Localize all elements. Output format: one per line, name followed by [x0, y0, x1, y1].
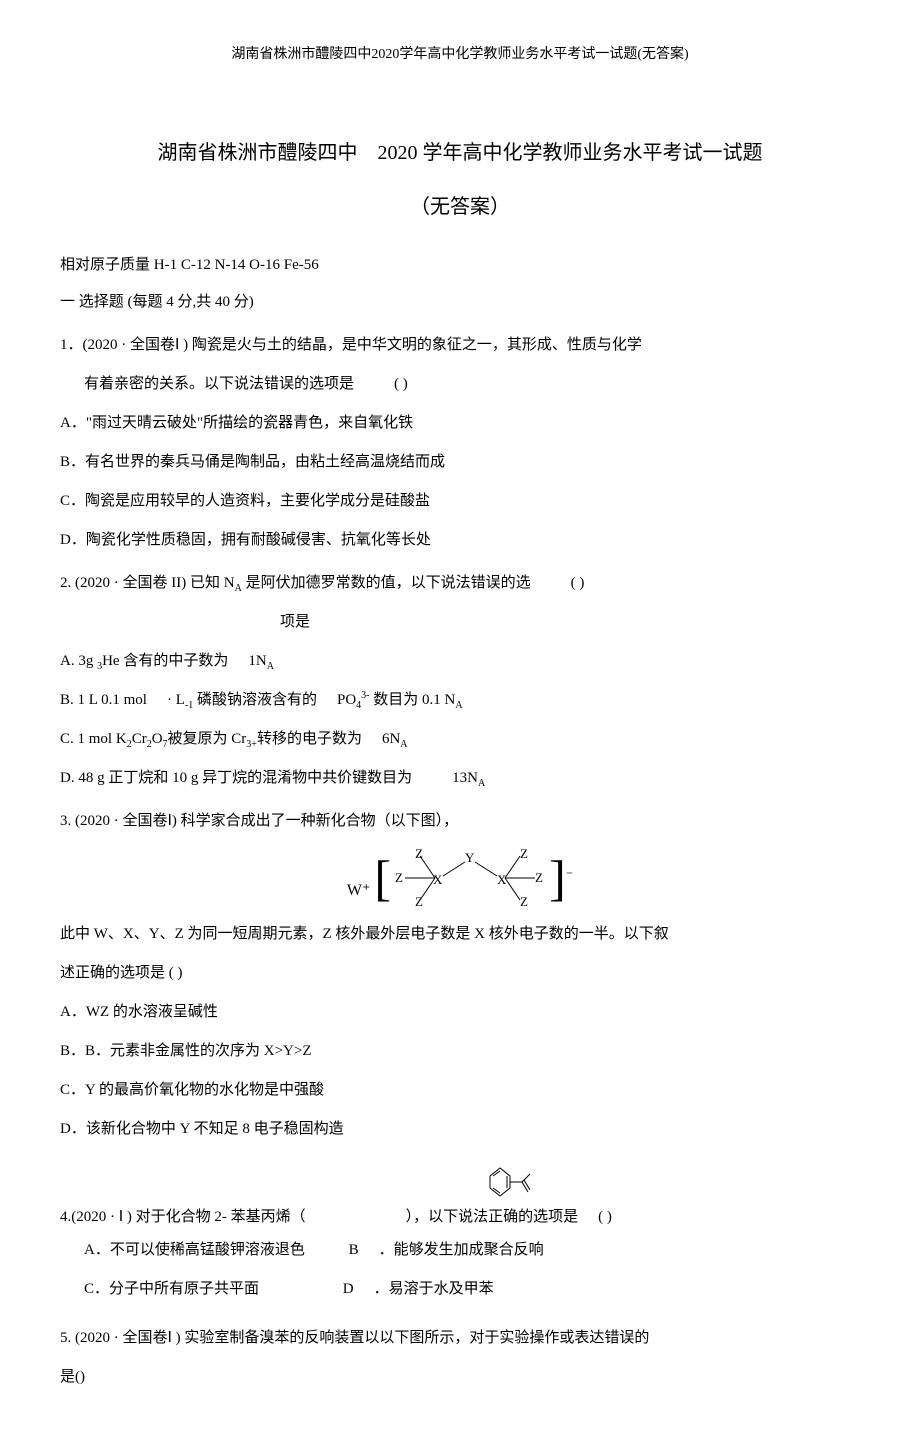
q2-na-sub: A — [235, 583, 242, 594]
q4-options-row1: A．不可以使稀高锰酸钾溶液退色 B ．能够发生加成聚合反响 — [60, 1234, 860, 1273]
q1-stem-text-b: 有着亲密的关系。以下说法错误的选项是 — [84, 376, 354, 392]
q1-option-d: D．陶瓷化学性质稳固，拥有耐酸碱侵害、抗氧化等长处 — [60, 524, 860, 557]
q2c-cr: Cr — [132, 731, 147, 747]
question-1: 1．(2020 · 全国卷Ⅰ ) 陶瓷是火与土的结晶，是中华文明的象征之一，其形… — [60, 329, 860, 557]
q2b-neg1: -1 — [185, 700, 193, 711]
q5-line1: 5. (2020 · 全国卷Ⅰ ) 实验室制备溴苯的反响装置以以下图所示，对于实… — [60, 1322, 860, 1355]
q2-mid: · 全国卷 II) 已知 — [114, 575, 220, 591]
q1-paren: ( ) — [394, 376, 408, 392]
q2c-mid: 被复原为 — [168, 731, 228, 747]
q2b-po: PO — [337, 692, 356, 708]
q2b-po-sup: 3- — [361, 690, 369, 701]
q4-option-d: D ．易溶于水及甲苯 — [343, 1273, 494, 1306]
q3-option-a: A．WZ 的水溶液呈碱性 — [60, 996, 860, 1029]
q2a-val: 1N — [248, 653, 266, 669]
question-3: 3. (2020 · 全国卷Ⅰ) 科学家合成出了一种新化合物（以下图）， W⁺ … — [60, 805, 860, 1146]
q2d-pre: D. 48 g 正丁烷和 10 g 异丁烷的混淆物中共价键数目为 — [60, 770, 412, 786]
q2a-valsub: A — [267, 661, 274, 672]
q1-option-c: C．陶瓷是应用较早的人造资料，主要化学成分是硅酸盐 — [60, 485, 860, 518]
question-2: 2. (2020 · 全国卷 II) 已知 NA 是阿伏加德罗常数的值，以下说法… — [60, 567, 860, 795]
svg-text:Y: Y — [465, 850, 475, 865]
q3-option-c: C．Y 的最高价氧化物的水化物是中强酸 — [60, 1074, 860, 1107]
q3-diag-w: W⁺ — [347, 882, 371, 899]
q1-stem-a: 1．(2020 · 全国卷Ⅰ ) 陶瓷是火与土的结晶，是中华文明的象征之一，其形… — [60, 329, 860, 362]
q2b-valsub: A — [455, 700, 462, 711]
q2-option-d: D. 48 g 正丁烷和 10 g 异丁烷的混淆物中共价键数目为 13NA — [60, 762, 860, 795]
left-bracket-icon: [ — [374, 853, 391, 903]
right-bracket-icon: ] — [549, 853, 566, 903]
q2-option-a: A. 3g 3He 含有的中子数为1NA — [60, 645, 860, 678]
section-1-header: 一 选择题 (每题 4 分,共 40 分) — [60, 286, 860, 319]
q4-paren: ( ) — [598, 1201, 612, 1234]
q3-bracket-charge: ⁻ — [566, 862, 573, 893]
q4d-label: D — [343, 1281, 354, 1297]
q2b-after: 数目为 — [370, 692, 419, 708]
svg-text:Z: Z — [395, 870, 403, 885]
q2-stem: 2. (2020 · 全国卷 II) 已知 NA 是阿伏加德罗常数的值，以下说法… — [60, 567, 860, 600]
svg-text:Z: Z — [415, 848, 423, 861]
question-5: 5. (2020 · 全国卷Ⅰ ) 实验室制备溴苯的反响装置以以下图所示，对于实… — [60, 1322, 860, 1394]
q2a-he: He 含有的中子数为 — [102, 653, 228, 669]
question-4: 4.(2020 · Ⅰ ) 对于化合物 2- 苯基丙烯（ ），以下说法正确的选项… — [60, 1201, 860, 1312]
q2b-dot: · L — [167, 692, 185, 708]
q4-option-c: C．分子中所有原子共平面 — [84, 1273, 259, 1306]
q2-num: 2. (2020 — [60, 575, 110, 591]
q2c-pre: C. 1 mol K — [60, 731, 127, 747]
q2c-o: O — [152, 731, 163, 747]
page-header-note: 湖南省株洲市醴陵四中2020学年高中化学教师业务水平考试一试题(无答案) — [60, 40, 860, 71]
q2a-pre: A. 3g — [60, 653, 97, 669]
q3-after2: 述正确的选项是 ( ) — [60, 957, 860, 990]
q4-stem: 4.(2020 · Ⅰ ) 对于化合物 2- 苯基丙烯（ ），以下说法正确的选项… — [60, 1201, 860, 1234]
title-part2: 2020 学年高中化学教师业务水平考试一试题 — [378, 142, 763, 164]
q2c-cr3: Cr — [231, 731, 246, 747]
q2-na-n: N — [224, 575, 235, 591]
q2d-val: 13N — [452, 770, 478, 786]
q4d-text: ．易溶于水及甲苯 — [374, 1281, 494, 1297]
q4b-text: ．能够发生加成聚合反响 — [379, 1242, 544, 1258]
q4-pre: 4.(2020 · Ⅰ ) 对于化合物 2- 苯基丙烯（ — [60, 1201, 306, 1234]
q1-num: 1． — [60, 337, 83, 353]
q2b-mid: 磷酸钠溶液含有的 — [193, 692, 317, 708]
q2c-val: 6N — [382, 731, 400, 747]
q2-option-b: B. 1 L 0.1 mol · L-1 磷酸钠溶液含有的 PO43- 数目为 0.… — [60, 684, 860, 717]
q2-paren: ( ) — [571, 575, 585, 591]
q1-option-a: A．"雨过天晴云破处"所描绘的瓷器青色，来自氧化铁 — [60, 407, 860, 440]
q2-option-c: C. 1 mol K2Cr2O7被复原为 Cr3+转移的电子数为6NA — [60, 723, 860, 756]
svg-text:Z: Z — [520, 848, 528, 861]
q2b-val: 0.1 N — [422, 692, 455, 708]
q5-line2: 是() — [60, 1361, 860, 1394]
q2-stem-line2: 项是 — [60, 606, 860, 639]
q2b-pre: B. 1 L 0.1 mol — [60, 692, 147, 708]
q3-structure-diagram: W⁺ [ Z Z Z X — [60, 848, 860, 908]
q2c-3plus: 3+ — [246, 739, 257, 750]
q2d-valsub: A — [478, 778, 485, 789]
q2b-po-sub: 4 — [356, 700, 361, 711]
q1-stem-text-a: (2020 · 全国卷Ⅰ ) 陶瓷是火与土的结晶，是中华文明的象征之一，其形成、… — [83, 337, 642, 353]
q4-options-row2: C．分子中所有原子共平面 D ．易溶于水及甲苯 — [60, 1273, 860, 1312]
q2-na: NA — [224, 575, 242, 591]
q1-option-b: B．有名世界的秦兵马俑是陶制品，由粘土经高温烧结而成 — [60, 446, 860, 479]
q3-option-b: B．B．元素非金属性的次序为 X>Y>Z — [60, 1035, 860, 1068]
q4-post: ），以下说法正确的选项是 — [406, 1201, 579, 1234]
atomic-mass-line: 相对原子质量 H-1 C-12 N-14 O-16 Fe-56 — [60, 249, 860, 282]
q2c-after: 转移的电子数为 — [257, 731, 362, 747]
q3-stem: 3. (2020 · 全国卷Ⅰ) 科学家合成出了一种新化合物（以下图）， — [60, 805, 860, 838]
svg-text:Z: Z — [415, 894, 423, 908]
svg-text:X: X — [433, 872, 443, 887]
q2-after-na: 是阿伏加德罗常数的值，以下说法错误的选 — [246, 575, 531, 591]
q4-option-b: B ．能够发生加成聚合反响 — [349, 1234, 544, 1267]
doc-title-line2: （无答案） — [60, 185, 860, 229]
q4b-label: B — [349, 1242, 359, 1258]
svg-text:Z: Z — [520, 894, 528, 908]
q1-stem-b: 有着亲密的关系。以下说法错误的选项是 ( ) — [60, 368, 860, 401]
q2c-valsub: A — [400, 739, 407, 750]
q3-after1: 此中 W、X、Y、Z 为同一短周期元素，Z 核外最外层电子数是 X 核外电子数的… — [60, 918, 860, 951]
doc-title-line1: 湖南省株洲市醴陵四中 2020 学年高中化学教师业务水平考试一试题 — [60, 131, 860, 175]
svg-text:X: X — [497, 872, 507, 887]
q3-inner-svg: Z Z Z X Y X Z Z Z — [391, 848, 549, 908]
svg-text:Z: Z — [535, 870, 543, 885]
title-part1: 湖南省株洲市醴陵四中 — [158, 142, 358, 164]
q3-option-d: D．该新化合物中 Y 不知足 8 电子稳固构造 — [60, 1113, 860, 1146]
q4-option-a: A．不可以使稀高锰酸钾溶液退色 — [84, 1234, 305, 1267]
